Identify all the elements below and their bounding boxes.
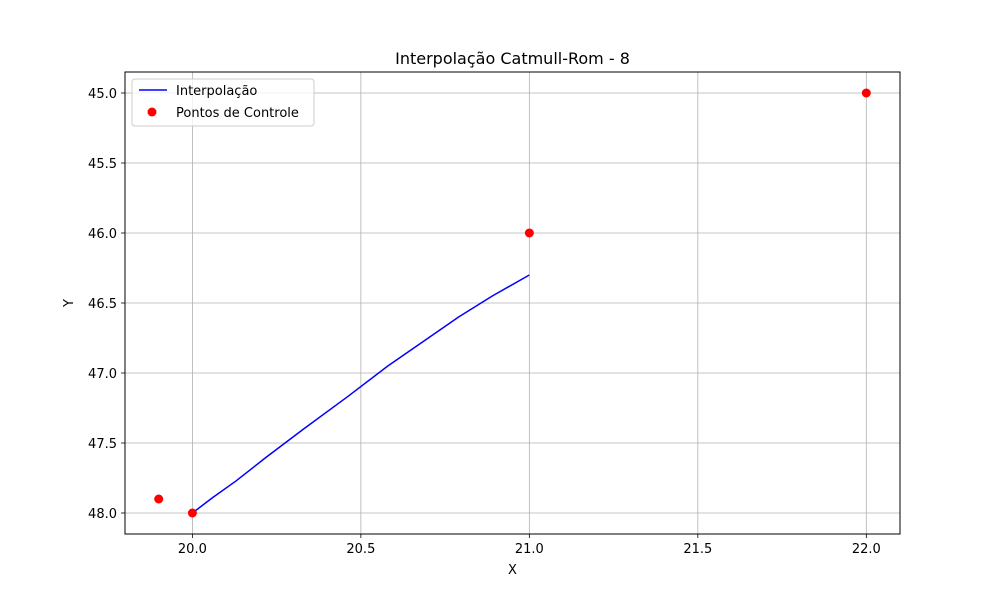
x-tick-label: 20.0: [178, 542, 207, 557]
x-tick-label: 20.5: [346, 542, 375, 557]
control-point: [524, 228, 534, 238]
y-tick-label: 47.0: [88, 367, 117, 382]
y-tick-label: 46.5: [88, 297, 117, 312]
chart-title: Interpolação Catmull-Rom - 8: [395, 49, 630, 68]
legend-marker-swatch: [147, 107, 157, 117]
legend-label-control-points: Pontos de Controle: [176, 106, 299, 121]
y-tick-label: 47.5: [88, 437, 117, 452]
y-tick-label: 45.5: [88, 157, 117, 172]
y-tick-label: 46.0: [88, 227, 117, 242]
grid: [125, 72, 900, 534]
legend: Interpolação Pontos de Controle: [131, 78, 315, 127]
x-tick-label: 21.5: [683, 542, 712, 557]
y-axis-label: Y: [62, 299, 77, 308]
x-tick-label: 21.0: [515, 542, 544, 557]
ticks: 20.0 20.5 21.0 21.5 22.0 45.0 45.5 46.0 46.5 47.0…: [88, 87, 881, 557]
x-tick-label: 22.0: [852, 542, 881, 557]
control-point: [154, 494, 164, 504]
interpolation-line: [191, 274, 530, 514]
y-tick-label: 48.0: [88, 507, 117, 522]
control-point: [187, 508, 197, 518]
control-point: [861, 88, 871, 98]
series-layer: [154, 88, 871, 518]
legend-box: [131, 78, 315, 127]
legend-label-interpolation: Interpolação: [176, 84, 257, 99]
y-tick-label: 45.0: [88, 87, 117, 102]
x-axis-label: X: [508, 563, 517, 578]
